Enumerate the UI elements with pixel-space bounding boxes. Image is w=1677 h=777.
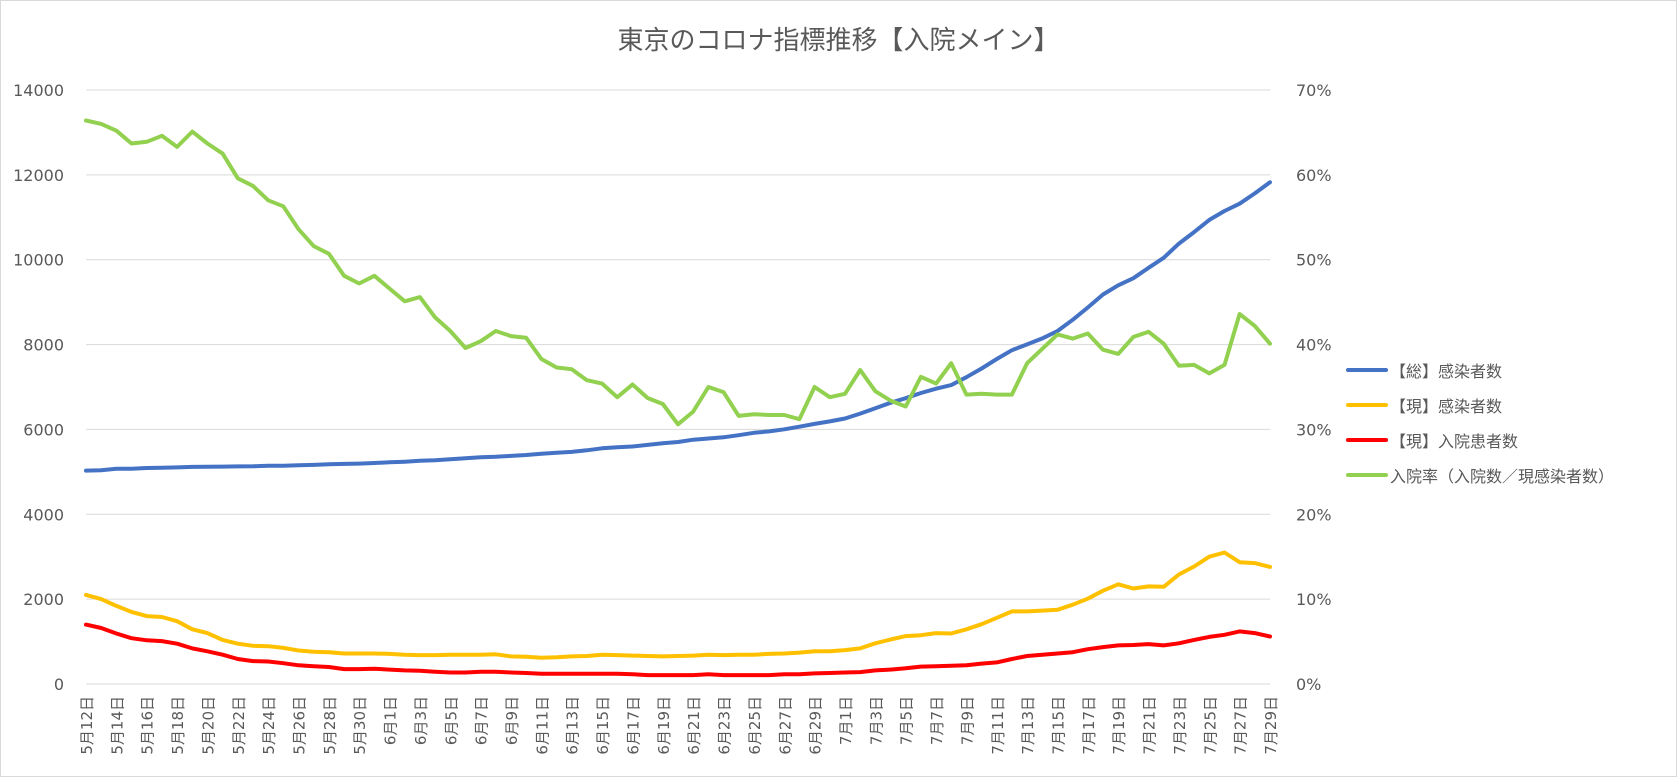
x-tick-label: 6月25日: [746, 696, 764, 755]
x-tick-label: 5月14日: [108, 696, 126, 755]
y-right-tick-label: 40%: [1296, 336, 1332, 355]
y-right-tick-label: 10%: [1296, 590, 1332, 609]
x-tick-label: 6月11日: [533, 696, 551, 755]
x-tick-label: 7月7日: [928, 696, 946, 745]
x-tick-label: 7月13日: [1019, 696, 1037, 755]
x-tick-label: 6月23日: [716, 696, 734, 755]
y-left-tick-label: 12000: [13, 166, 64, 185]
x-tick-label: 5月24日: [260, 696, 278, 755]
legend-swatch-current-cases: [1346, 402, 1388, 407]
x-tick-label: 7月29日: [1262, 696, 1280, 755]
x-tick-label: 6月9日: [503, 696, 521, 745]
x-tick-label: 7月15日: [1049, 696, 1067, 755]
legend-swatch-total-cases: [1346, 367, 1388, 372]
x-tick-label: 7月9日: [958, 696, 976, 745]
legend-item-hospitalization-rate[interactable]: 入院率（入院数／現感染者数）: [1346, 457, 1677, 492]
x-tick-label: 6月3日: [412, 696, 430, 745]
x-tick-label: 7月21日: [1141, 696, 1159, 755]
x-tick-label: 5月16日: [139, 696, 157, 755]
x-tick-label: 6月1日: [382, 696, 400, 745]
y-left-tick-label: 4000: [23, 505, 64, 524]
legend-item-total-cases[interactable]: 【総】感染者数: [1346, 352, 1677, 387]
legend-item-hospitalized[interactable]: 【現】入院患者数: [1346, 422, 1677, 457]
y-left-tick-label: 6000: [23, 420, 64, 439]
x-tick-label: 5月22日: [230, 696, 248, 755]
legend-label-current-cases: 【現】感染者数: [1390, 396, 1503, 416]
legend-label-hospitalization-rate: 入院率（入院数／現感染者数）: [1390, 466, 1615, 486]
legend-item-current-cases[interactable]: 【現】感染者数: [1346, 387, 1677, 422]
x-tick-label: 5月30日: [351, 696, 369, 755]
x-tick-label: 7月3日: [867, 696, 885, 745]
legend-label-hospitalized: 【現】入院患者数: [1390, 431, 1519, 451]
y-right-tick-label: 20%: [1296, 505, 1332, 524]
x-tick-label: 5月12日: [78, 696, 96, 755]
x-tick-label: 6月19日: [655, 696, 673, 755]
x-tick-label: 7月25日: [1201, 696, 1219, 755]
x-tick-label: 7月23日: [1171, 696, 1189, 755]
y-left-tick-label: 10000: [13, 251, 64, 270]
y-right-tick-label: 70%: [1296, 81, 1332, 100]
y-left-tick-label: 2000: [23, 590, 64, 609]
series-line-hospitalized: [84, 622, 1272, 678]
legend-swatch-hospitalized: [1346, 437, 1388, 442]
x-tick-label: 5月28日: [321, 696, 339, 755]
y-right-tick-label: 60%: [1296, 166, 1332, 185]
y-left-tick-label: 8000: [23, 336, 64, 355]
x-tick-label: 7月27日: [1232, 696, 1250, 755]
x-tick-label: 7月11日: [989, 696, 1007, 755]
x-tick-label: 6月29日: [807, 696, 825, 755]
series-line-hospitalization-rate: [84, 118, 1272, 427]
y-left-tick-label: 0: [54, 675, 64, 694]
y-right-tick-label: 0%: [1296, 675, 1321, 694]
x-tick-label: 6月15日: [594, 696, 612, 755]
y-right-tick-label: 30%: [1296, 420, 1332, 439]
chart-legend: 【総】感染者数 【現】感染者数 【現】入院患者数 入院率（入院数／現感染者数）: [1346, 352, 1677, 492]
y-left-tick-label: 14000: [13, 81, 64, 100]
x-tick-label: 7月17日: [1080, 696, 1098, 755]
x-tick-label: 6月5日: [442, 696, 460, 745]
x-tick-label: 5月20日: [199, 696, 217, 755]
x-tick-label: 6月17日: [624, 696, 642, 755]
x-tick-label: 6月7日: [473, 696, 491, 745]
y-right-tick-label: 50%: [1296, 251, 1332, 270]
series-line-current-cases: [84, 550, 1272, 660]
x-tick-label: 6月21日: [685, 696, 703, 755]
x-tick-label: 7月1日: [837, 696, 855, 745]
x-tick-label: 6月13日: [564, 696, 582, 755]
series-line-total-cases: [84, 180, 1272, 473]
chart-title: 東京のコロナ指標推移【入院メイン】: [617, 26, 1060, 56]
x-tick-label: 5月26日: [291, 696, 309, 755]
x-tick-label: 5月18日: [169, 696, 187, 755]
x-tick-label: 7月19日: [1110, 696, 1128, 755]
legend-label-total-cases: 【総】感染者数: [1390, 361, 1503, 381]
x-tick-label: 6月27日: [776, 696, 794, 755]
x-tick-label: 7月5日: [898, 696, 916, 745]
legend-swatch-hospitalization-rate: [1346, 472, 1388, 477]
